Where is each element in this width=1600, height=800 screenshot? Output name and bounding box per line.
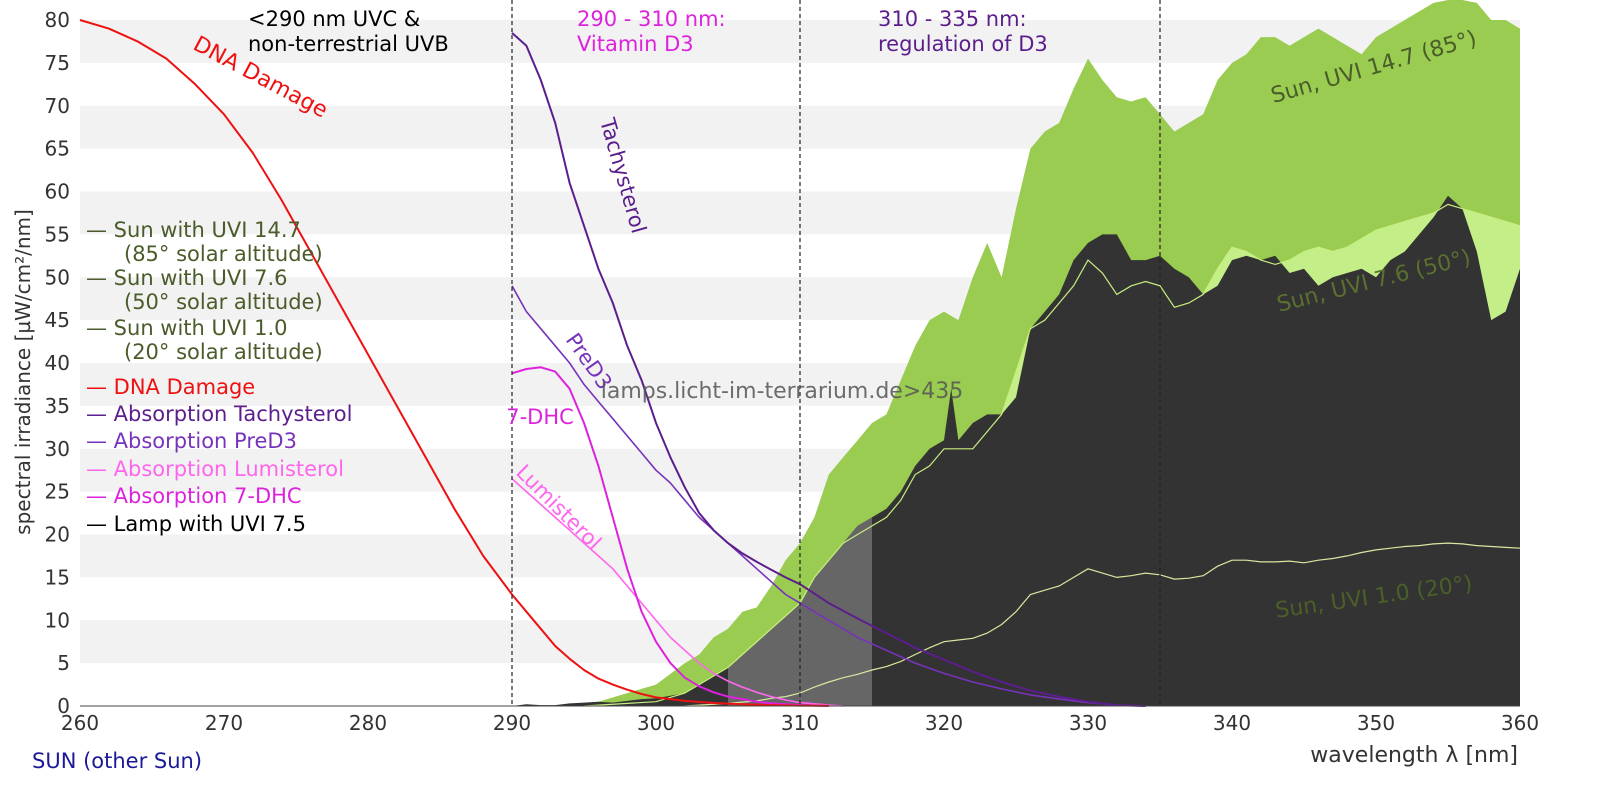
- lamp-uvi-7-5-area: [512, 195, 1520, 707]
- x-tick-label: 290: [493, 711, 531, 735]
- y-tick-label: 75: [45, 51, 70, 75]
- y-tick-label: 25: [45, 480, 70, 504]
- region-label-290: non-terrestrial UVB: [248, 32, 449, 56]
- y-tick-label: 80: [45, 8, 70, 32]
- legend-item: — Absorption Lumisterol: [86, 457, 344, 481]
- x-tick-label: 340: [1213, 711, 1251, 735]
- y-tick-label: 35: [45, 394, 70, 418]
- region-label-310: Vitamin D3: [577, 32, 694, 56]
- y-tick-label: 30: [45, 437, 70, 461]
- legend-item: — Absorption Tachysterol: [86, 402, 352, 426]
- legend-item: (85° solar altitude): [124, 242, 323, 266]
- y-tick-label: 45: [45, 308, 70, 332]
- footer-label: SUN (other Sun): [32, 749, 202, 773]
- y-tick-label: 10: [45, 608, 70, 632]
- legend-item: — Sun with UVI 14.7: [86, 218, 301, 242]
- region-label-310: 290 - 310 nm:: [577, 7, 726, 31]
- legend-item: (20° solar altitude): [124, 340, 323, 364]
- x-tick-label: 320: [925, 711, 963, 735]
- y-tick-label: 50: [45, 265, 70, 289]
- sun-uvi-1-0-line: [684, 542, 1521, 707]
- x-axis-label: wavelength λ [nm]: [1310, 743, 1518, 768]
- legend-item: — Absorption 7-DHC: [86, 484, 302, 508]
- x-tick-label: 260: [61, 711, 99, 735]
- x-tick-label: 300: [637, 711, 675, 735]
- absorption-curves: [79, 19, 1146, 707]
- x-tick-label: 330: [1069, 711, 1107, 735]
- x-tick-label: 350: [1357, 711, 1395, 735]
- dhc-curve: [511, 366, 829, 707]
- y-tick-label: 0: [57, 694, 70, 718]
- legend: — Sun with UVI 14.7(85° solar altitude)—…: [86, 218, 352, 536]
- region-label-335: 310 - 335 nm:: [878, 7, 1027, 31]
- axes: 0 5 10 15 20 25 30 35 40 45 50 55 60 65 70 75 80 260 270 28…: [45, 8, 1540, 735]
- y-tick-label: 15: [45, 565, 70, 589]
- x-tick-label: 280: [349, 711, 387, 735]
- x-tick-label: 270: [205, 711, 243, 735]
- dhc-curve-label: 7-DHC: [506, 405, 574, 429]
- legend-item: — Absorption PreD3: [86, 429, 297, 453]
- y-tick-label: 5: [57, 651, 70, 675]
- tachy-curve: [511, 32, 1146, 707]
- lumi-curve: [511, 478, 844, 707]
- y-tick-label: 70: [45, 94, 70, 118]
- region-label-290: <290 nm UVC &: [248, 7, 420, 31]
- region-labels: <290 nm UVC &non-terrestrial UVB 290 - 31…: [248, 7, 1048, 56]
- y-tick-label: 60: [45, 180, 70, 204]
- y-axis-label: spectral irradiance [µW/cm²/nm]: [11, 209, 35, 535]
- x-tick-label: 310: [781, 711, 819, 735]
- y-tick-label: 55: [45, 222, 70, 246]
- pred3-curve: [511, 285, 1146, 707]
- legend-item: — DNA Damage: [86, 375, 255, 399]
- y-tick-label: 40: [45, 351, 70, 375]
- legend-item: — Lamp with UVI 7.5: [86, 512, 306, 536]
- dna-curve: [79, 19, 829, 707]
- x-tick-label: 360: [1501, 711, 1539, 735]
- region-label-335: regulation of D3: [878, 32, 1048, 56]
- region-dividers: [511, 0, 1161, 706]
- y-tick-label: 65: [45, 137, 70, 161]
- legend-item: — Sun with UVI 7.6: [86, 266, 288, 290]
- watermark: lamps.licht-im-terrarium.de>435: [601, 379, 964, 404]
- legend-item: (50° solar altitude): [124, 290, 323, 314]
- y-tick-label: 20: [45, 523, 70, 547]
- legend-item: — Sun with UVI 1.0: [86, 316, 288, 340]
